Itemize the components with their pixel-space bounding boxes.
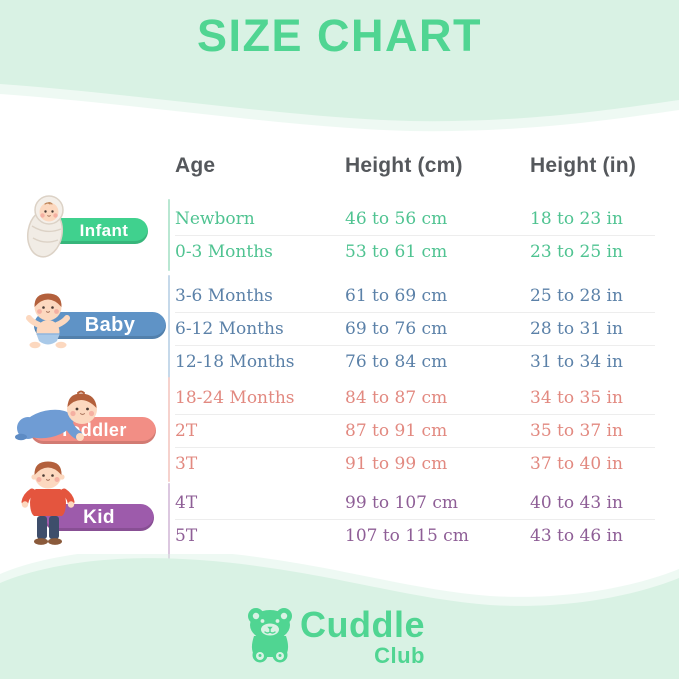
- cell-height-in: 28 to 31 in: [530, 319, 623, 339]
- cell-age: 2T: [175, 421, 198, 441]
- cell-height-in: 34 to 35 in: [530, 388, 623, 408]
- brand-subname: Club: [374, 643, 425, 668]
- kid-group-divider: [168, 483, 170, 559]
- sitting-baby-illustration: [26, 293, 70, 349]
- cell-height-cm: 69 to 76 cm: [345, 319, 448, 339]
- table-row: 3T 91 to 99 cm 37 to 40 in: [175, 447, 655, 480]
- cell-age: Newborn: [175, 209, 255, 229]
- table-row: 5T 107 to 115 cm 43 to 46 in: [175, 519, 655, 552]
- cell-height-in: 31 to 34 in: [530, 352, 623, 372]
- toddler-group-divider: [168, 377, 170, 482]
- crawling-toddler-illustration: [15, 390, 97, 441]
- cell-height-in: 37 to 40 in: [530, 454, 623, 474]
- baby-rows: 3-6 Months 61 to 69 cm 25 to 28 in 6-12 …: [175, 280, 655, 378]
- infant-rows: Newborn 46 to 56 cm 18 to 23 in 0-3 Mont…: [175, 203, 655, 268]
- cell-height-in: 18 to 23 in: [530, 209, 623, 229]
- cell-height-cm: 76 to 84 cm: [345, 352, 448, 372]
- standing-kid-illustration: [21, 461, 75, 545]
- page-title: SIZE CHART: [197, 10, 482, 61]
- cell-age: 3-6 Months: [175, 286, 273, 306]
- cell-height-in: 40 to 43 in: [530, 493, 623, 513]
- group-infant: Infant Newborn 46 to 56 cm 18 to 23 in 0…: [0, 195, 679, 271]
- cell-height-cm: 107 to 115 cm: [345, 526, 469, 546]
- group-toddler: Toddler 18-24 Months 84 to 87 cm 34 to 3…: [0, 377, 679, 482]
- group-baby: Baby 3-6 Months 61 to 69 cm 25 to 28 in …: [0, 275, 679, 380]
- cell-age: 0-3 Months: [175, 242, 273, 262]
- cell-height-cm: 61 to 69 cm: [345, 286, 448, 306]
- column-header-height-cm: Height (cm): [345, 154, 463, 177]
- cell-height-in: 35 to 37 in: [530, 421, 623, 441]
- column-header-height-in: Height (in): [530, 154, 637, 177]
- cell-height-in: 23 to 25 in: [530, 242, 623, 262]
- kid-rows: 4T 99 to 107 cm 40 to 43 in 5T 107 to 11…: [175, 487, 655, 552]
- cell-height-cm: 99 to 107 cm: [345, 493, 458, 513]
- cell-age: 4T: [175, 493, 198, 513]
- table-row: 3-6 Months 61 to 69 cm 25 to 28 in: [175, 280, 655, 312]
- table-row: 0-3 Months 53 to 61 cm 23 to 25 in: [175, 235, 655, 268]
- cell-height-cm: 46 to 56 cm: [345, 209, 448, 229]
- infant-group-divider: [168, 199, 170, 271]
- cell-height-cm: 91 to 99 cm: [345, 454, 448, 474]
- kid-pill-label: Kid: [83, 506, 115, 528]
- column-header-age: Age: [175, 154, 216, 177]
- table-row: 2T 87 to 91 cm 35 to 37 in: [175, 414, 655, 447]
- cell-height-cm: 53 to 61 cm: [345, 242, 448, 262]
- cell-age: 3T: [175, 454, 198, 474]
- table-row: 18-24 Months 84 to 87 cm 34 to 35 in: [175, 382, 655, 414]
- footer-band: Cuddle Club: [0, 554, 679, 679]
- table-row: Newborn 46 to 56 cm 18 to 23 in: [175, 203, 655, 235]
- brand-name: Cuddle: [300, 604, 425, 645]
- table-row: 12-18 Months 76 to 84 cm 31 to 34 in: [175, 345, 655, 378]
- cell-age: 12-18 Months: [175, 352, 295, 372]
- baby-group-divider: [168, 275, 170, 380]
- group-kid: Kid 4T 99 to 107 cm 40 to 43 in 5T 107 t…: [0, 461, 679, 559]
- cell-age: 5T: [175, 526, 198, 546]
- toddler-rows: 18-24 Months 84 to 87 cm 34 to 35 in 2T …: [175, 382, 655, 480]
- table-row: 4T 99 to 107 cm 40 to 43 in: [175, 487, 655, 519]
- cell-height-in: 25 to 28 in: [530, 286, 623, 306]
- baby-pill-label: Baby: [84, 314, 136, 336]
- brand-text: Cuddle Club: [300, 604, 425, 668]
- teddy-bear-icon: [248, 608, 292, 663]
- table-row: 6-12 Months 69 to 76 cm 28 to 31 in: [175, 312, 655, 345]
- cell-age: 18-24 Months: [175, 388, 295, 408]
- top-wave: [0, 0, 679, 132]
- table-header: Age Height (cm) Height (in): [175, 150, 655, 182]
- brand-logo: Cuddle Club: [246, 606, 425, 667]
- bottom-wave: [0, 554, 679, 679]
- cell-height-cm: 84 to 87 cm: [345, 388, 448, 408]
- header-band: SIZE CHART: [0, 0, 679, 135]
- swaddled-infant-illustration: [26, 195, 64, 258]
- cell-age: 6-12 Months: [175, 319, 284, 339]
- cell-height-in: 43 to 46 in: [530, 526, 623, 546]
- infant-pill-label: Infant: [79, 221, 129, 240]
- cell-height-cm: 87 to 91 cm: [345, 421, 448, 441]
